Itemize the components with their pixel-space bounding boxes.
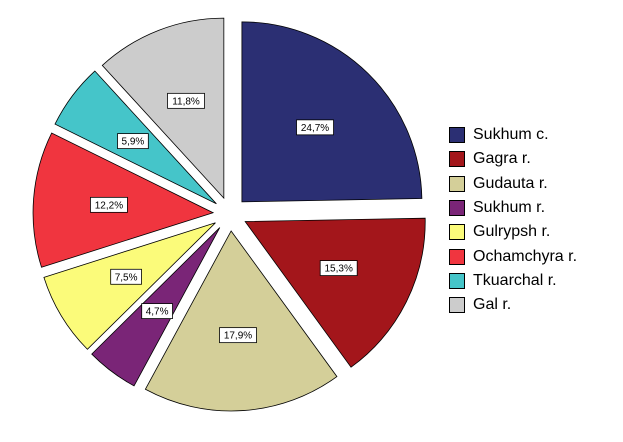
slice-data-label: 17,9% — [219, 327, 257, 344]
legend-item-gulrypsh-r: Gulrypsh r. — [449, 220, 577, 244]
legend-label: Ochamchyra r. — [473, 247, 578, 265]
legend-item-gal-r: Gal r. — [449, 293, 577, 317]
legend-label: Gudauta r. — [473, 174, 548, 192]
legend-item-gudauta-r: Gudauta r. — [449, 172, 577, 196]
legend: Sukhum c. Gagra r. Gudauta r. Sukhum r. … — [449, 123, 577, 317]
pie-slice-gagra-r — [244, 217, 426, 368]
slice-data-label-text: 12,2% — [95, 200, 123, 211]
slice-data-label-text: 15,3% — [325, 264, 353, 275]
slice-data-label: 12,2% — [90, 196, 128, 213]
legend-swatch — [449, 272, 465, 289]
legend-label: Gal r. — [473, 296, 512, 314]
slice-data-label-text: 5,9% — [122, 137, 145, 148]
slice-data-label: 4,7% — [141, 303, 173, 319]
pie-slice-gudauta-r — [144, 230, 338, 412]
slice-data-label-text: 11,8% — [172, 96, 200, 107]
legend-item-gagra-r: Gagra r. — [449, 147, 577, 171]
legend-swatch — [449, 224, 465, 241]
slice-data-label: 11,8% — [167, 92, 205, 109]
legend-swatch — [449, 200, 465, 217]
legend-item-tkuarchal-r: Tkuarchal r. — [449, 269, 577, 293]
slice-data-label-text: 7,5% — [115, 272, 138, 283]
legend-item-ochamchyra-r: Ochamchyra r. — [449, 244, 577, 268]
slice-data-label: 15,3% — [319, 260, 358, 276]
legend-label: Gulrypsh r. — [473, 223, 551, 241]
legend-item-sukhum-r: Sukhum r. — [449, 196, 577, 220]
legend-swatch — [449, 127, 465, 144]
slice-data-label-text: 17,9% — [224, 331, 252, 342]
pie-slice-gulrypsh-r — [43, 222, 216, 350]
legend-swatch — [449, 297, 465, 314]
pie-slice-gal-r — [101, 17, 225, 200]
pie-slice-sukhum-c — [241, 21, 423, 203]
legend-label: Tkuarchal r. — [473, 271, 557, 289]
legend-label: Sukhum c. — [473, 126, 549, 144]
legend-label: Gagra r. — [473, 150, 531, 168]
slice-data-label: 5,9% — [117, 133, 149, 150]
legend-swatch — [449, 175, 465, 192]
legend-swatch — [449, 151, 465, 168]
slice-data-label: 24,7% — [296, 119, 334, 136]
legend-swatch — [449, 248, 465, 265]
slice-data-label: 7,5% — [110, 268, 142, 285]
legend-item-sukhum-c: Sukhum c. — [449, 123, 577, 147]
slice-data-label-text: 4,7% — [146, 307, 169, 318]
legend-label: Sukhum r. — [473, 199, 546, 217]
slice-data-label-text: 24,7% — [301, 123, 329, 134]
